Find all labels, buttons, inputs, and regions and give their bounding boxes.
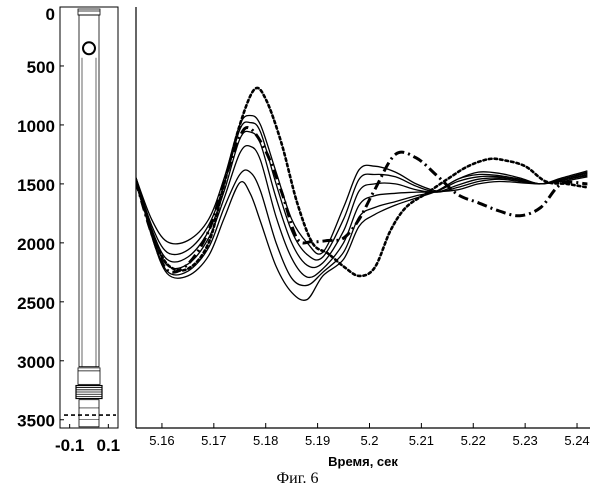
x-tick-label: 5.21 [409,433,434,448]
waveform-plot: 5.16 5.17 5.18 5.19 5.2 5.21 5.22 5.23 5.24 Время… [136,7,590,469]
x-axis-label: Время, сек [328,454,398,469]
well-panel-frame [60,7,118,428]
x-tick-label: 5.18 [253,433,278,448]
x-tick-label: 5.2 [360,433,378,448]
pump-section [78,368,100,385]
waveform-series-4-solid [136,146,587,278]
x-tick-label: 5.16 [149,433,174,448]
well-y-tick-label: 500 [27,58,55,77]
x-tick-label: 5.19 [305,433,330,448]
well-y-tick-label: 1000 [17,117,55,136]
wellhead [78,9,100,15]
x-tick-label: 5.23 [512,433,537,448]
x-tick-label: 5.24 [564,433,589,448]
well-y-tick-label: 3500 [17,412,55,431]
well-y-tick-label: 0 [46,5,55,24]
gas-lift-valve-marker [83,42,95,54]
well-x-tick-label: -0.1 [55,436,84,455]
well-x-tick-label: 0.1 [97,436,121,455]
figure-caption: Фиг. 6 [0,470,595,488]
x-tick-label: 5.22 [461,433,486,448]
tail-pipe [79,400,99,427]
well-depth-panel: 0 500 1000 1500 2000 2500 3000 3500-0.1 0.1 [17,5,120,455]
well-y-tick-label: 2500 [17,294,55,313]
well-y-tick-label: 1500 [17,176,55,195]
well-y-tick-label: 3000 [17,353,55,372]
waveform-series-6-solid [136,171,587,300]
well-y-tick-label: 2000 [17,235,55,254]
x-tick-label: 5.17 [201,433,226,448]
